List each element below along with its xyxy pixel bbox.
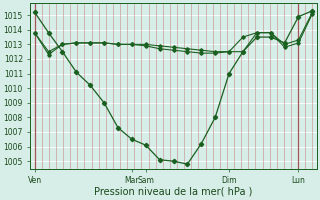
X-axis label: Pression niveau de la mer( hPa ): Pression niveau de la mer( hPa ) [94, 187, 253, 197]
